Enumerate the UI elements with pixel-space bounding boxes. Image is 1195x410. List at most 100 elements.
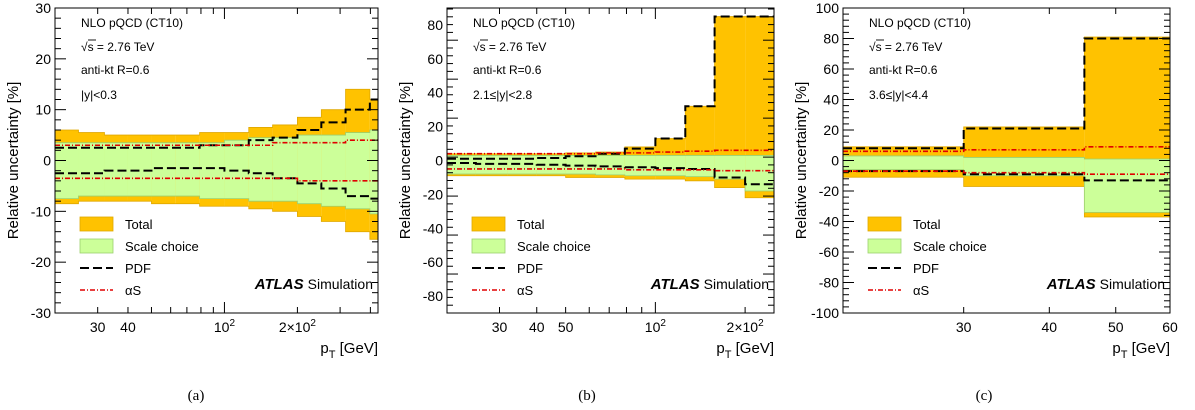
info-text-rapidity: 3.6≤|y|<4.4 — [869, 88, 929, 102]
x-tick-label: 40 — [1042, 319, 1058, 335]
alphas-line-up — [843, 145, 1170, 153]
scale-band-bin — [624, 155, 656, 176]
x-axis-title-unit: [GeV] — [731, 340, 774, 357]
y-tick-label: 40 — [823, 92, 839, 108]
legend-swatch-scale — [867, 238, 902, 254]
y-axis-title: Relative uncertainty [%] — [397, 82, 414, 240]
y-tick-label: 80 — [427, 17, 443, 33]
scale-band-bin — [595, 155, 625, 175]
x-axis-title-sub: T — [725, 349, 732, 361]
y-tick-label: -20 — [819, 183, 839, 199]
pdf-line-down — [447, 162, 774, 186]
legend-swatch-scale — [471, 238, 506, 254]
info-text-rapidity: |y|<0.3 — [81, 88, 117, 102]
x-tick-label: 30 — [90, 319, 106, 335]
legend-label: Scale choice — [913, 239, 987, 254]
x-tick-label: 60 — [1162, 319, 1178, 335]
info-text-energy: √s = 2.76 TeV — [473, 40, 546, 54]
info-text-energy: √s = 2.76 TeV — [81, 40, 154, 54]
y-tick-label: -60 — [423, 254, 443, 270]
info-text-generator: NLO pQCD (CT10) — [869, 16, 971, 30]
x-tick-base: 30 — [90, 319, 106, 335]
scale-band-bin — [272, 137, 298, 202]
x-axis-title-main: p — [1112, 340, 1120, 357]
x-tick-label: 102 — [645, 318, 667, 335]
scale-band-bin — [685, 155, 715, 177]
y-tick-label: -60 — [819, 244, 839, 260]
y-tick-label: 0 — [831, 153, 839, 169]
x-axis-title-main: p — [716, 340, 724, 357]
alphas-line-up — [447, 149, 774, 155]
y-tick-label: 0 — [43, 153, 51, 169]
scale-band-bin — [963, 157, 1085, 176]
atlas-label: ATLAS Simulation — [254, 276, 373, 293]
x-axis-title-unit: [GeV] — [335, 340, 378, 357]
legend-label: Total — [517, 217, 545, 232]
x-tick-exponent: 2 — [758, 318, 764, 329]
legend-label: Scale choice — [517, 239, 591, 254]
y-tick-label: -10 — [31, 203, 51, 219]
x-axis-title-sub: T — [329, 349, 336, 361]
x-tick-label: 50 — [558, 319, 574, 335]
x-tick-label: 102 — [214, 318, 236, 335]
total-band-edge-down — [447, 175, 774, 199]
atlas-label-bold: ATLAS — [254, 276, 304, 293]
x-tick-base: 2×10 — [727, 319, 759, 335]
atlas-label-simulation: Simulation — [308, 276, 373, 292]
y-tick-label: -20 — [423, 186, 443, 202]
info-text-algorithm: anti-kt R=0.6 — [81, 63, 150, 77]
legend-swatch-total — [867, 216, 902, 232]
scale-band-bin — [248, 137, 273, 202]
atlas-label-bold: ATLAS — [650, 276, 700, 293]
scale-band-bin — [127, 142, 152, 197]
scale-band-bin — [1084, 158, 1170, 213]
panel-label: (a) — [188, 388, 205, 404]
legend-label: PDF — [125, 261, 151, 276]
x-tick-base: 30 — [492, 319, 508, 335]
scale-band-bin — [321, 135, 346, 207]
y-tick-label: 100 — [816, 0, 840, 16]
scale-band-bin — [369, 130, 378, 214]
alphas-line-down — [843, 170, 1170, 176]
y-tick-label: 60 — [823, 61, 839, 77]
pdf-line-up — [55, 98, 378, 149]
x-tick-base: 50 — [1108, 319, 1124, 335]
total-band-edge-down — [55, 200, 378, 240]
info-text-algorithm: anti-kt R=0.6 — [473, 63, 542, 77]
atlas-label: ATLAS Simulation — [1046, 276, 1165, 293]
atlas-label-simulation: Simulation — [704, 276, 769, 292]
y-tick-label: -40 — [423, 220, 443, 236]
pdf-line-up — [447, 15, 774, 160]
x-axis-title-main: p — [320, 340, 328, 357]
panel-label: (b) — [578, 388, 596, 404]
x-tick-base: 10 — [645, 319, 661, 335]
x-tick-label: 40 — [120, 319, 136, 335]
scale-band-bin — [78, 142, 105, 197]
x-tick-exponent: 2 — [310, 318, 316, 329]
scale-band-bin — [714, 155, 746, 180]
y-tick-label: 0 — [435, 153, 443, 169]
legend-swatch-scale — [79, 238, 114, 254]
x-axis-title-unit: [GeV] — [1127, 340, 1170, 357]
x-tick-base: 2×10 — [279, 319, 311, 335]
scale-band-bin — [55, 142, 79, 199]
legend-label: PDF — [913, 261, 939, 276]
y-tick-label: 40 — [427, 85, 443, 101]
panel-label: (c) — [976, 388, 993, 404]
total-band-edge-down — [843, 176, 1170, 218]
y-axis-title: Relative uncertainty [%] — [793, 82, 810, 240]
pdf-line-up — [843, 37, 1170, 150]
y-tick-label: 20 — [823, 122, 839, 138]
chart-panel-3: -100 -80 -60 -40 -20 0 20 40 60 80 100 30 40 50 60 Rela… — [793, 0, 1178, 404]
atlas-label: ATLAS Simulation — [650, 276, 769, 293]
y-tick-label: 30 — [35, 0, 51, 16]
x-tick-base: 30 — [956, 319, 972, 335]
info-text-algorithm: anti-kt R=0.6 — [869, 63, 938, 77]
legend-label: PDF — [517, 261, 543, 276]
x-tick-base: 40 — [120, 319, 136, 335]
info-text-generator: NLO pQCD (CT10) — [473, 16, 575, 30]
scale-band-bin — [224, 140, 249, 199]
